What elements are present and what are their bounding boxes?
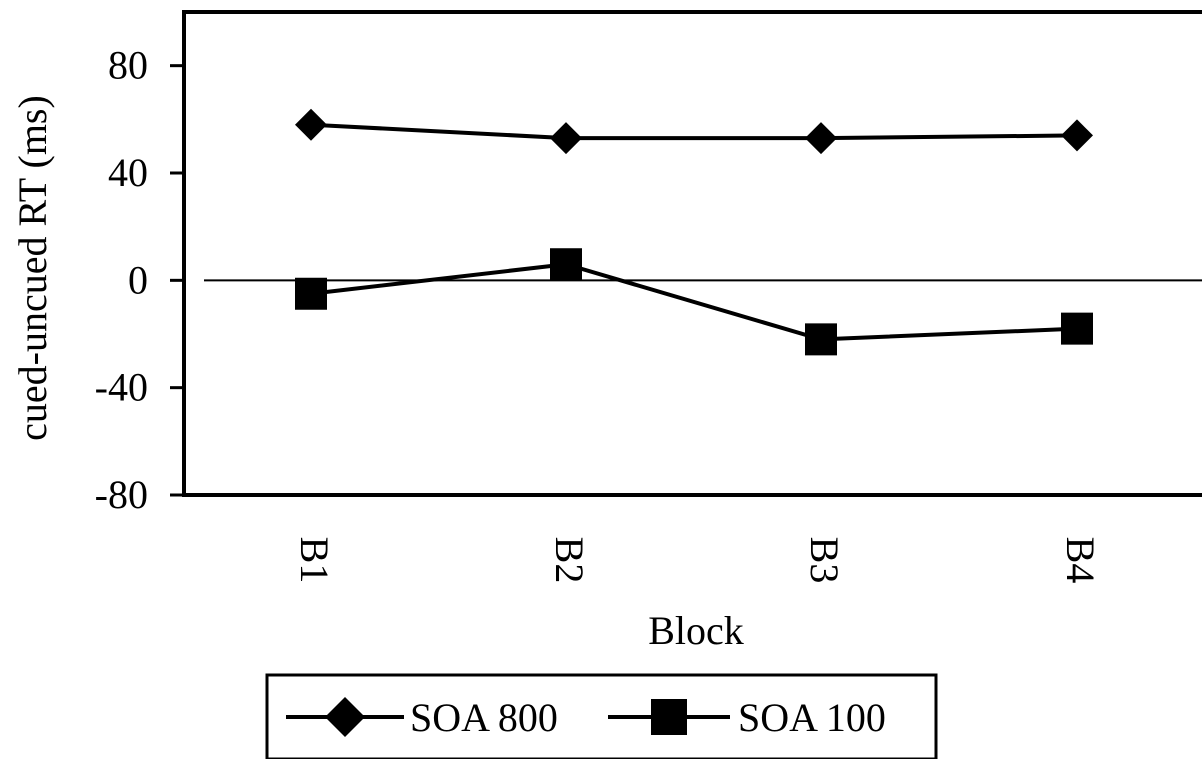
y-axis-ticks: 80 40 0 -40 -80 <box>95 43 184 517</box>
data-point-square <box>295 277 327 310</box>
y-tick-label: 40 <box>108 150 148 195</box>
legend: SOA 800 SOA 100 <box>265 673 938 761</box>
data-point-diamond <box>550 122 582 155</box>
x-tick-label: B1 <box>292 537 337 584</box>
series-soa-800 <box>295 108 1093 155</box>
x-tick-label: B3 <box>802 537 847 584</box>
series-line <box>310 262 1078 342</box>
series-layer <box>295 108 1093 356</box>
data-point-diamond <box>805 122 837 155</box>
data-point-diamond <box>1061 119 1093 152</box>
x-axis-title: Block <box>648 608 744 653</box>
legend-marker-square-icon <box>651 699 687 735</box>
series-soa-100 <box>295 248 1093 356</box>
y-axis-title: cued-uncued RT (ms) <box>10 95 55 441</box>
y-tick-label: -80 <box>95 472 148 517</box>
legend-label-soa-100: SOA 100 <box>738 695 886 740</box>
plot-frame <box>182 10 1202 497</box>
legend-label-soa-800: SOA 800 <box>410 695 558 740</box>
y-tick-label: -40 <box>95 365 148 410</box>
x-axis-ticks: B1 B2 B3 B4 <box>292 537 1103 584</box>
data-point-square <box>805 323 837 356</box>
y-tick-label: 0 <box>128 257 148 302</box>
x-tick-label: B4 <box>1058 537 1103 584</box>
data-point-square <box>550 248 582 281</box>
x-tick-label: B2 <box>547 537 592 584</box>
data-point-square <box>1061 312 1093 345</box>
legend-marker-diamond-icon <box>325 697 365 737</box>
series-line <box>310 122 1078 141</box>
y-tick-label: 80 <box>108 43 148 88</box>
data-point-diamond <box>295 108 327 141</box>
